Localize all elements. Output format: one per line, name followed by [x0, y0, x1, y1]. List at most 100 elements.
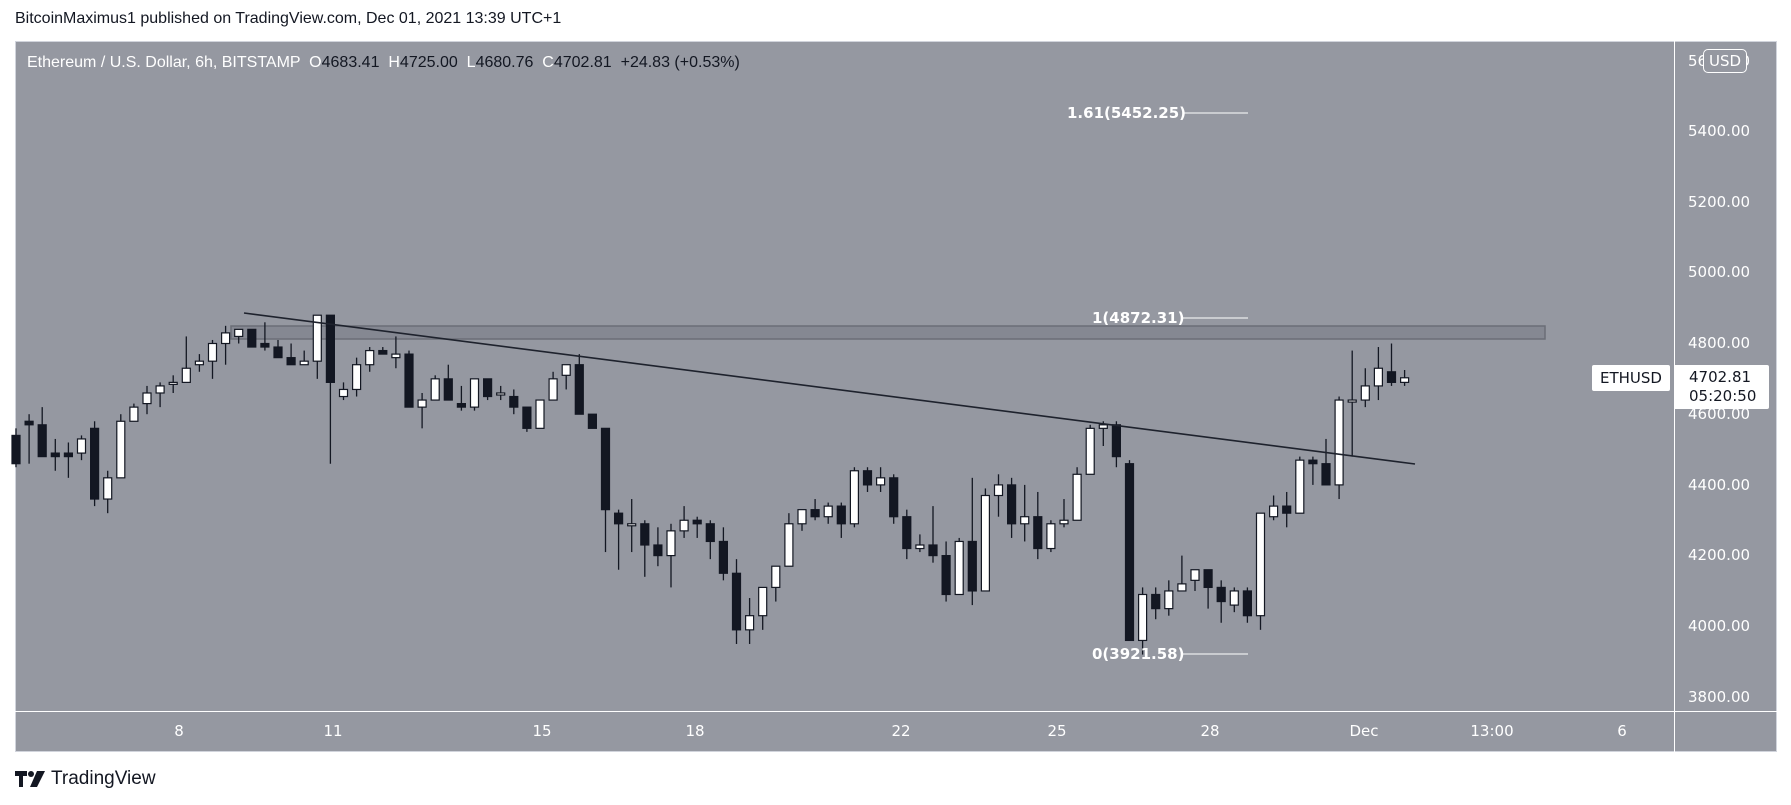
- candle-up[interactable]: [1190, 569, 1200, 581]
- candle-down[interactable]: [1006, 484, 1017, 525]
- candle-down[interactable]: [24, 420, 34, 426]
- candle-down[interactable]: [928, 544, 938, 557]
- candle-down[interactable]: [1216, 586, 1226, 603]
- candle-up[interactable]: [758, 586, 768, 617]
- candle-up[interactable]: [1255, 512, 1266, 617]
- candle-up[interactable]: [391, 353, 401, 359]
- resistance-zone[interactable]: [230, 325, 1546, 340]
- candle-down[interactable]: [1203, 569, 1213, 589]
- candle-down[interactable]: [941, 554, 951, 596]
- candle-up[interactable]: [561, 364, 571, 376]
- candle-up[interactable]: [784, 523, 794, 567]
- candle-down[interactable]: [37, 424, 47, 458]
- candle-up[interactable]: [548, 378, 558, 401]
- candle-down[interactable]: [404, 353, 414, 408]
- candle-up[interactable]: [1164, 590, 1174, 610]
- candle-down[interactable]: [1282, 505, 1292, 514]
- candle-down[interactable]: [889, 477, 899, 518]
- candle-up[interactable]: [469, 378, 480, 408]
- candle-down[interactable]: [325, 314, 335, 383]
- candle-up[interactable]: [993, 484, 1004, 497]
- candle-up[interactable]: [365, 349, 375, 366]
- candle-up[interactable]: [1085, 427, 1095, 475]
- candle-down[interactable]: [640, 523, 650, 546]
- candle-down[interactable]: [731, 572, 742, 631]
- candle-down[interactable]: [600, 427, 611, 511]
- candle-up[interactable]: [980, 494, 991, 592]
- candle-down[interactable]: [1386, 371, 1397, 383]
- candle-up[interactable]: [312, 314, 322, 362]
- candle-up[interactable]: [823, 505, 833, 518]
- candle-up[interactable]: [129, 406, 139, 422]
- candle-down[interactable]: [653, 544, 663, 557]
- candle-up[interactable]: [744, 615, 755, 631]
- candle-down[interactable]: [1321, 463, 1331, 486]
- candle-down[interactable]: [286, 357, 296, 366]
- candle-down[interactable]: [967, 540, 977, 592]
- candle-down[interactable]: [718, 540, 729, 574]
- candle-up[interactable]: [1137, 593, 1148, 642]
- candle-up[interactable]: [679, 519, 689, 532]
- candle-up[interactable]: [155, 385, 165, 394]
- candle-down[interactable]: [574, 364, 584, 415]
- candle-up[interactable]: [417, 399, 427, 408]
- candle-up[interactable]: [1072, 473, 1082, 521]
- candle-down[interactable]: [692, 519, 702, 525]
- candle-up[interactable]: [142, 392, 152, 405]
- candle-up[interactable]: [1268, 505, 1279, 518]
- candle-down[interactable]: [1033, 516, 1043, 550]
- candle-up[interactable]: [1046, 523, 1056, 550]
- candle-up[interactable]: [103, 477, 113, 500]
- candle-up[interactable]: [915, 544, 925, 550]
- tradingview-logo[interactable]: TradingView: [15, 768, 156, 790]
- candle-up[interactable]: [954, 540, 964, 596]
- candle-down[interactable]: [509, 395, 519, 408]
- candle-down[interactable]: [705, 523, 715, 543]
- candle-down[interactable]: [1242, 590, 1253, 617]
- candle-up[interactable]: [168, 381, 178, 385]
- candle-down[interactable]: [1111, 424, 1122, 458]
- candle-up[interactable]: [181, 367, 191, 383]
- candle-up[interactable]: [1347, 399, 1357, 403]
- candle-up[interactable]: [1229, 590, 1239, 606]
- candle-up[interactable]: [234, 328, 244, 338]
- candle-up[interactable]: [207, 342, 218, 362]
- candle-down[interactable]: [378, 349, 388, 355]
- candle-down[interactable]: [443, 378, 453, 401]
- candle-up[interactable]: [76, 438, 87, 454]
- candle-down[interactable]: [613, 512, 624, 525]
- candle-down[interactable]: [11, 434, 21, 465]
- candle-down[interactable]: [836, 505, 846, 525]
- candle-up[interactable]: [666, 530, 676, 557]
- candle-up[interactable]: [1177, 583, 1187, 592]
- candle-up[interactable]: [299, 360, 309, 366]
- candle-up[interactable]: [1020, 516, 1030, 525]
- candle-down[interactable]: [456, 402, 466, 408]
- candle-down[interactable]: [273, 346, 283, 359]
- candle-up[interactable]: [849, 470, 860, 525]
- candle-up[interactable]: [771, 565, 781, 589]
- candle-up[interactable]: [1399, 377, 1410, 383]
- candle-up[interactable]: [194, 360, 204, 366]
- currency-button[interactable]: USD: [1703, 49, 1748, 73]
- candle-down[interactable]: [1308, 459, 1318, 465]
- candle-down[interactable]: [483, 378, 493, 398]
- candle-down[interactable]: [50, 452, 60, 458]
- candle-up[interactable]: [430, 378, 440, 401]
- candle-up[interactable]: [1360, 385, 1370, 401]
- candle-up[interactable]: [535, 399, 545, 429]
- candle-up[interactable]: [627, 523, 637, 527]
- candle-down[interactable]: [89, 427, 100, 500]
- candle-down[interactable]: [1151, 593, 1161, 610]
- candle-up[interactable]: [1295, 459, 1305, 514]
- candle-up[interactable]: [116, 420, 126, 479]
- candle-down[interactable]: [260, 342, 270, 348]
- candle-up[interactable]: [496, 392, 506, 396]
- candle-down[interactable]: [522, 406, 532, 429]
- candle-down[interactable]: [1124, 463, 1135, 642]
- candle-up[interactable]: [797, 509, 807, 525]
- candle-up[interactable]: [1373, 367, 1384, 387]
- candle-down[interactable]: [247, 328, 257, 348]
- candle-up[interactable]: [338, 388, 349, 398]
